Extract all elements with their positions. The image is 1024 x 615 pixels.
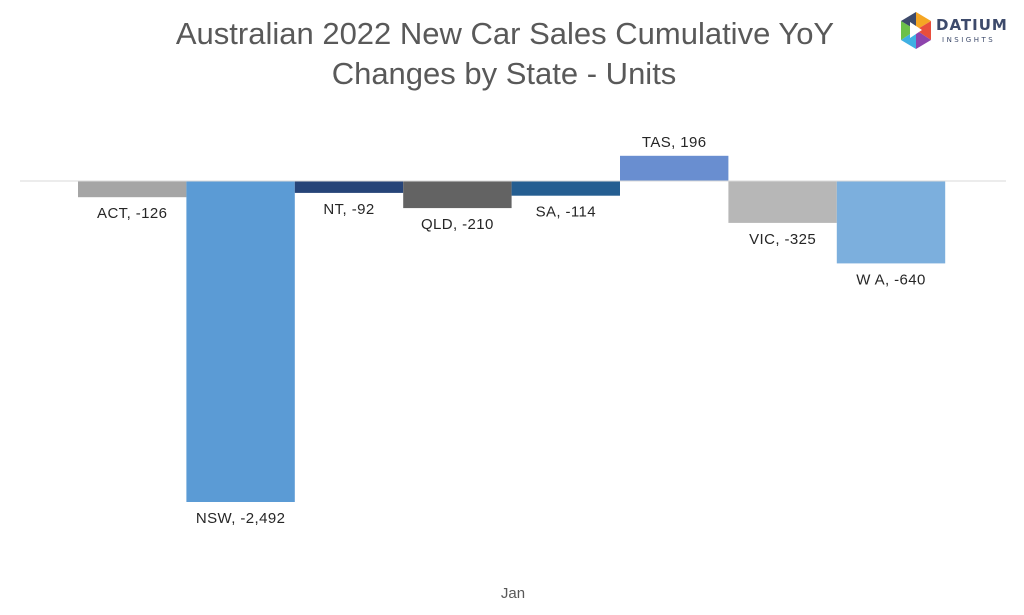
data-label-qld: QLD, -210 — [421, 216, 494, 233]
data-label-nt: NT, -92 — [323, 201, 374, 218]
data-label-sa: SA, -114 — [536, 204, 596, 221]
bar-act — [78, 181, 187, 198]
data-label-wa: W A, -640 — [856, 271, 925, 288]
data-label-nsw: NSW, -2,492 — [196, 510, 285, 527]
bar-nt — [294, 181, 404, 193]
data-label-vic: VIC, -325 — [749, 231, 816, 248]
bar-sa — [511, 181, 620, 196]
chart-title: Australian 2022 New Car Sales Cumulative… — [0, 14, 1024, 94]
datium-insights-logo: DATIUM INSIGHTS — [898, 10, 1020, 54]
chart-title-line-1: Australian 2022 New Car Sales Cumulative… — [175, 16, 835, 51]
data-label-act: ACT, -126 — [97, 205, 167, 222]
data-labels-group: ACT, -126 NSW, -2,492 NT, -92 QLD, -210 SA, … — [97, 134, 925, 527]
bar-qld — [403, 181, 512, 209]
datium-hexagon-icon — [901, 12, 931, 49]
logo-brand-name: DATIUM — [936, 16, 1008, 34]
data-label-tas: TAS, 196 — [642, 134, 707, 151]
logo-brand-sub: INSIGHTS — [942, 36, 996, 44]
bars-group — [78, 155, 946, 502]
bar-nsw — [186, 181, 295, 502]
bar-wa — [836, 181, 946, 264]
chart-title-line-2: Changes by State - Units — [331, 56, 677, 91]
x-axis-category-label: Jan — [501, 585, 525, 602]
bar-tas — [620, 155, 729, 181]
bar-vic — [728, 181, 837, 223]
